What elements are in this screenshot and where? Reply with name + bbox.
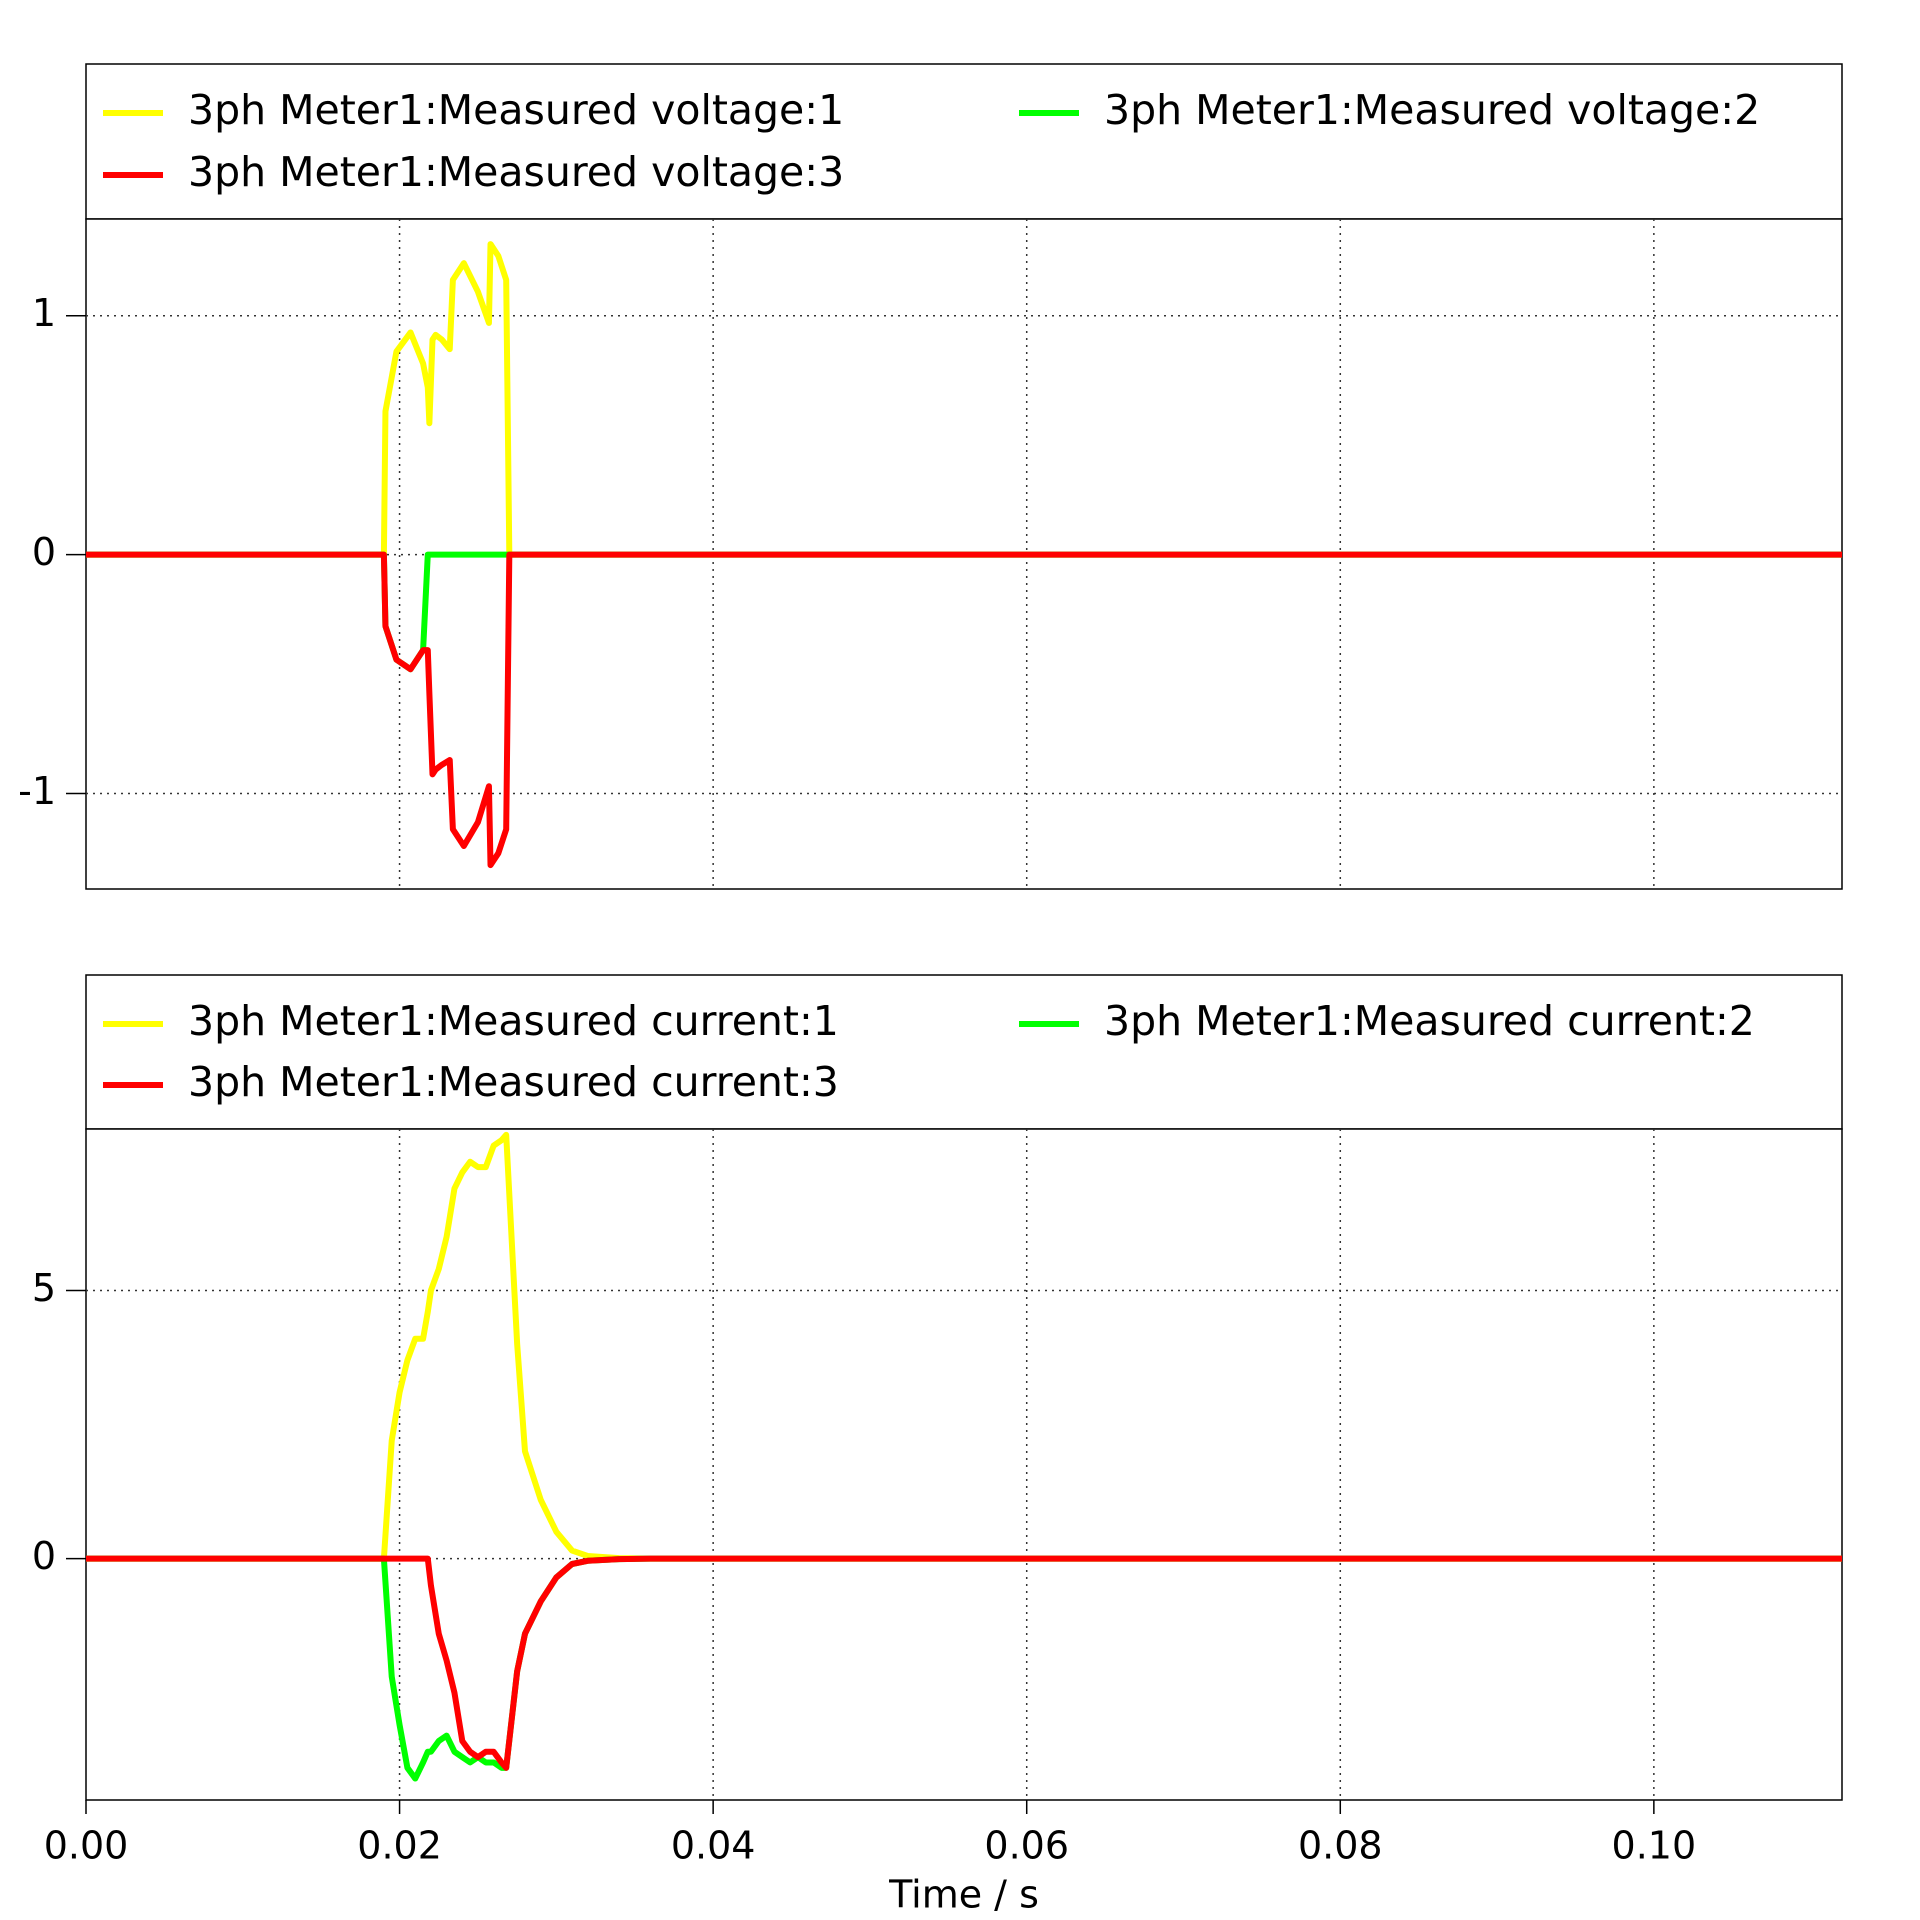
legend-label: 3ph Meter1:Measured current:3 — [188, 1058, 839, 1106]
x-tick-label: 0.00 — [44, 1824, 129, 1868]
y-tick-label: 5 — [32, 1266, 56, 1310]
plot-area — [85, 1128, 1843, 1801]
x-tick-label: 0.02 — [357, 1824, 442, 1868]
x-tick-label: 0.08 — [1298, 1824, 1383, 1868]
x-axis-label: Time / s — [888, 1873, 1039, 1917]
data-line — [86, 1131, 1842, 1562]
x-tick-label: 0.06 — [984, 1824, 1069, 1868]
legend-box — [85, 63, 1843, 220]
data-line — [86, 241, 1842, 558]
y-tick-label: 0 — [32, 530, 56, 574]
y-tick-label: 1 — [32, 291, 56, 335]
y-tick-label: 0 — [32, 1534, 56, 1578]
legend-label: 3ph Meter1:Measured current:2 — [1104, 997, 1755, 1045]
data-line — [86, 1555, 1842, 1771]
legend-label: 3ph Meter1:Measured voltage:1 — [188, 86, 844, 134]
data-line — [86, 551, 1842, 869]
legend-label: 3ph Meter1:Measured voltage:3 — [188, 148, 844, 196]
legend-label: 3ph Meter1:Measured current:1 — [188, 997, 839, 1045]
y-tick-label: -1 — [18, 769, 56, 813]
x-tick-label: 0.04 — [671, 1824, 756, 1868]
x-tick-label: 0.10 — [1612, 1824, 1697, 1868]
legend-label: 3ph Meter1:Measured voltage:2 — [1104, 86, 1760, 134]
